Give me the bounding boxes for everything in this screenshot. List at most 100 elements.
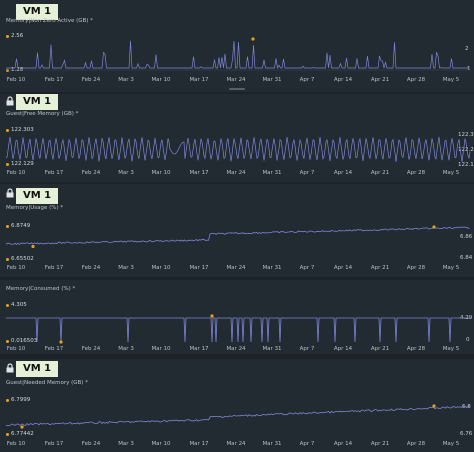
x-tick-label: Apr 7 (299, 170, 315, 176)
x-tick-label: Mar 24 (226, 265, 246, 271)
x-tick-label: Mar 3 (118, 346, 134, 352)
x-tick-label: Apr 14 (333, 170, 353, 176)
x-tick-label: Mar 31 (262, 77, 282, 83)
x-tick-label: Mar 17 (189, 346, 209, 352)
peak-marker (251, 37, 255, 41)
extreme-marker (31, 244, 35, 249)
x-tick-label: May 5 (442, 77, 460, 83)
chart-plot[interactable] (0, 220, 474, 264)
x-tick-label: Mar 10 (151, 265, 171, 271)
vm-tab[interactable]: VM 1 (16, 361, 59, 377)
max-value-label: 6.8749 (11, 223, 31, 229)
chart-panel-5: VM 1 Guest|Needed Memory (GB) * 6.7999 6… (0, 359, 474, 452)
extreme-marker (59, 340, 63, 344)
max-marker (6, 35, 9, 38)
x-tick-label: Feb 17 (44, 170, 64, 176)
x-tick-label: Mar 31 (262, 346, 282, 352)
x-tick-label: Apr 28 (406, 170, 426, 176)
chart-plot[interactable] (0, 128, 474, 168)
chart-panel-2: VM 1 Guest|Free Memory (GB) * 122.303 12… (0, 94, 474, 182)
x-tick-label: Mar 17 (189, 170, 209, 176)
x-axis-strip: Feb 10 Feb 17 Feb 24 Mar 3 Mar 10 Mar 17 Mar 2… (0, 263, 474, 277)
x-tick-label: Apr 28 (406, 77, 426, 83)
max-value-label: 2.56 (11, 33, 24, 39)
max-marker (6, 129, 9, 132)
metric-title: Memory|Consumed (%) * (6, 286, 76, 292)
lock-icon (5, 363, 15, 373)
chart-plot[interactable] (0, 397, 474, 437)
min-marker (6, 69, 9, 72)
x-tick-label: May 5 (442, 265, 460, 271)
min-marker (6, 163, 9, 166)
right-axis-bottom: 1 (467, 66, 471, 72)
x-tick-label: Feb 10 (6, 170, 26, 176)
metric-title: Memory|Usage (%) * (6, 205, 64, 211)
x-tick-label: Mar 31 (262, 441, 282, 447)
x-tick-label: May 5 (442, 346, 460, 352)
x-tick-label: Mar 24 (226, 170, 246, 176)
max-marker (6, 399, 9, 402)
x-tick-label: Apr 7 (299, 346, 315, 352)
x-axis: Feb 10 Feb 17 Feb 24 Mar 3 Mar 10 Mar 17 Mar 2… (0, 346, 474, 354)
x-tick-label: Feb 10 (6, 265, 26, 271)
x-tick-label: Apr 7 (299, 441, 315, 447)
x-tick-label: Apr 14 (333, 346, 353, 352)
x-tick-label: Apr 21 (370, 265, 390, 271)
x-tick-label: Apr 21 (370, 346, 390, 352)
right-axis-mid: 122.2 (458, 147, 474, 153)
x-tick-label: May 5 (442, 441, 460, 447)
x-tick-label: Mar 3 (118, 265, 134, 271)
x-tick-label: Feb 17 (44, 346, 64, 352)
x-tick-label: Apr 7 (299, 77, 315, 83)
x-axis: Feb 10 Feb 17 Feb 24 Mar 3 Mar 10 Mar 17 Mar 2… (0, 441, 474, 449)
min-value-label: 6.77442 (11, 431, 34, 437)
x-tick-label: Mar 10 (151, 441, 171, 447)
max-value-label: 122.303 (11, 127, 34, 133)
max-value-label: 4.305 (11, 302, 27, 308)
x-tick-label: Apr 21 (370, 441, 390, 447)
series-line (5, 405, 470, 427)
x-tick-label: Feb 10 (6, 441, 26, 447)
chart-plot[interactable] (0, 30, 474, 74)
extreme-marker (432, 404, 436, 408)
extreme-marker (432, 225, 436, 229)
x-tick-label: Mar 24 (226, 346, 246, 352)
extreme-marker (210, 314, 214, 318)
vm-tab[interactable]: VM 1 (16, 188, 59, 204)
right-axis-bottom: 6.84 (460, 255, 473, 261)
x-tick-label: Mar 3 (118, 441, 134, 447)
x-tick-label: Mar 31 (262, 265, 282, 271)
x-tick-label: Mar 31 (262, 170, 282, 176)
min-marker (6, 340, 9, 343)
lock-icon (5, 188, 15, 198)
x-tick-label: Mar 3 (118, 77, 134, 83)
metric-title: Guest|Needed Memory (GB) * (6, 380, 88, 386)
series-line (5, 226, 470, 245)
vm-tab[interactable]: VM 1 (16, 94, 59, 110)
x-tick-label: Mar 10 (151, 170, 171, 176)
right-axis-top: 122.3 (458, 132, 474, 138)
min-value-label: 122.129 (11, 161, 34, 167)
max-marker (6, 225, 9, 228)
x-tick-label: Feb 24 (81, 170, 101, 176)
chart-plot[interactable] (0, 312, 474, 344)
extreme-marker (20, 425, 24, 429)
chart-panel-1: VM 1 Memory|Non Zero Active (GB) * 2.56 … (0, 0, 474, 92)
x-tick-label: Feb 24 (81, 265, 101, 271)
x-tick-label: Feb 24 (81, 346, 101, 352)
series-line (6, 40, 470, 70)
right-axis-top: 6.86 (460, 234, 473, 240)
x-axis: Feb 10 Feb 17 Feb 24 Mar 3 Mar 10 Mar 17 Mar 2… (0, 170, 474, 178)
resize-handle[interactable] (229, 88, 245, 90)
x-tick-label: Feb 24 (81, 77, 101, 83)
series-line (6, 317, 470, 343)
x-tick-label: Mar 17 (189, 77, 209, 83)
metric-title: Guest|Free Memory (GB) * (6, 111, 79, 117)
x-tick-label: Feb 17 (44, 77, 64, 83)
vm-tab[interactable]: VM 1 (16, 4, 59, 20)
right-axis-bottom: 0 (466, 337, 470, 343)
min-value-label: 6.65502 (11, 256, 34, 262)
right-axis-bottom: 122.1 (458, 162, 474, 168)
x-axis: Feb 10 Feb 17 Feb 24 Mar 3 Mar 10 Mar 17 Mar 2… (0, 77, 474, 85)
x-tick-label: Feb 10 (6, 346, 26, 352)
